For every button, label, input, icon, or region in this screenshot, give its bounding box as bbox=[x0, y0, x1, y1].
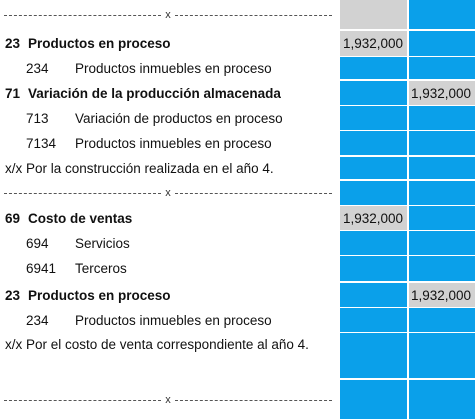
subaccount-name: Productos inmuebles en proceso bbox=[75, 60, 272, 76]
debit-cell bbox=[340, 157, 407, 179]
dash-left bbox=[4, 399, 162, 401]
journal-row: 23 Productos en proceso 1,932,000 bbox=[0, 31, 475, 56]
debit-cell bbox=[340, 333, 407, 378]
debit-cell bbox=[340, 181, 407, 205]
account-name: Productos en proceso bbox=[28, 287, 171, 303]
credit-cell bbox=[409, 57, 475, 79]
debit-cell bbox=[340, 0, 407, 29]
credit-cell bbox=[409, 308, 475, 332]
credit-cell bbox=[409, 106, 475, 130]
separator-line: x bbox=[0, 0, 338, 29]
account-line: 23 Productos en proceso bbox=[0, 31, 338, 56]
credit-cell bbox=[409, 31, 475, 56]
journal-row: 69 Costo de ventas 1,932,000 bbox=[0, 206, 475, 230]
account-name: Variación de la producción almacenada bbox=[28, 85, 281, 101]
dash-right bbox=[174, 399, 332, 401]
account-code: 71 bbox=[5, 85, 21, 101]
separator-mark: x bbox=[165, 393, 171, 406]
credit-cell bbox=[409, 380, 475, 419]
account-name: Costo de ventas bbox=[28, 210, 133, 226]
credit-cell: 1,932,000 bbox=[409, 283, 475, 307]
journal-row: x/x Por la construcción realizada en el … bbox=[0, 157, 475, 179]
debit-cell bbox=[340, 57, 407, 79]
credit-cell bbox=[409, 333, 475, 378]
debit-cell: 1,932,000 bbox=[340, 31, 407, 56]
dash-right bbox=[174, 193, 332, 194]
subaccount-line: 7134 Productos inmuebles en proceso bbox=[0, 131, 338, 155]
dash-right bbox=[174, 14, 332, 16]
credit-cell bbox=[409, 181, 475, 205]
journal-row: 71 Variación de la producción almacenada 1… bbox=[0, 81, 475, 105]
separator: x bbox=[4, 9, 332, 21]
separator: x bbox=[4, 187, 332, 199]
journal-row: 23 Productos en proceso 1,932,000 bbox=[0, 283, 475, 307]
account-line: 71 Variación de la producción almacenada bbox=[0, 81, 338, 105]
credit-cell bbox=[409, 206, 475, 230]
entry-description: x/x Por la construcción realizada en el … bbox=[0, 157, 338, 179]
subaccount-code: 6941 bbox=[26, 261, 57, 276]
journal-row: 7134 Productos inmuebles en proceso bbox=[0, 131, 475, 155]
journal-row: x bbox=[0, 380, 475, 419]
journal-row: 234 Productos inmuebles en proceso bbox=[0, 308, 475, 332]
subaccount-code: 234 bbox=[26, 60, 49, 76]
account-name: Productos en proceso bbox=[28, 36, 171, 51]
debit-cell bbox=[340, 256, 407, 281]
credit-cell bbox=[409, 0, 475, 29]
journal-row: 234 Productos inmuebles en proceso bbox=[0, 57, 475, 79]
debit-cell bbox=[340, 231, 407, 255]
subaccount-line: 6941 Terceros bbox=[0, 256, 338, 281]
journal-row: x bbox=[0, 0, 475, 29]
credit-cell: 1,932,000 bbox=[409, 81, 475, 105]
subaccount-name: Productos inmuebles en proceso bbox=[75, 312, 272, 328]
account-code: 69 bbox=[5, 210, 21, 226]
separator-line: x bbox=[0, 181, 338, 205]
credit-cell bbox=[409, 256, 475, 281]
subaccount-code: 694 bbox=[26, 235, 49, 251]
subaccount-line: 694 Servicios bbox=[0, 231, 338, 255]
debit-cell bbox=[340, 380, 407, 419]
credit-cell bbox=[409, 131, 475, 155]
subaccount-line: 234 Productos inmuebles en proceso bbox=[0, 308, 338, 332]
account-line: 69 Costo de ventas bbox=[0, 206, 338, 230]
debit-cell: 1,932,000 bbox=[340, 206, 407, 230]
journal-row: x/x Por el costo de venta correspondient… bbox=[0, 333, 475, 378]
debit-cell bbox=[340, 308, 407, 332]
separator-mark: x bbox=[165, 187, 171, 199]
dash-left bbox=[4, 193, 162, 194]
journal-row: x bbox=[0, 181, 475, 205]
description-text: x/x Por el costo de venta correspondient… bbox=[5, 337, 309, 352]
description-text: x/x Por la construcción realizada en el … bbox=[5, 160, 274, 176]
journal-row: 6941 Terceros bbox=[0, 256, 475, 281]
dash-left bbox=[4, 14, 162, 16]
debit-cell bbox=[340, 283, 407, 307]
separator-line: x bbox=[0, 380, 338, 419]
account-code: 23 bbox=[5, 287, 21, 303]
debit-cell bbox=[340, 81, 407, 105]
debit-cell bbox=[340, 131, 407, 155]
credit-cell bbox=[409, 231, 475, 255]
account-line: 23 Productos en proceso bbox=[0, 283, 338, 307]
subaccount-name: Productos inmuebles en proceso bbox=[75, 135, 272, 151]
journal-row: 694 Servicios bbox=[0, 231, 475, 255]
account-code: 23 bbox=[5, 36, 21, 51]
credit-cell bbox=[409, 157, 475, 179]
entry-description: x/x Por el costo de venta correspondient… bbox=[0, 333, 338, 378]
separator-mark: x bbox=[165, 8, 171, 21]
subaccount-code: 7134 bbox=[26, 135, 57, 151]
separator: x bbox=[4, 394, 332, 406]
subaccount-line: 234 Productos inmuebles en proceso bbox=[0, 57, 338, 79]
journal-row: 713 Variación de productos en proceso bbox=[0, 106, 475, 130]
subaccount-name: Variación de productos en proceso bbox=[75, 110, 283, 126]
subaccount-name: Servicios bbox=[75, 235, 130, 251]
subaccount-code: 713 bbox=[26, 110, 49, 126]
debit-cell bbox=[340, 106, 407, 130]
subaccount-code: 234 bbox=[26, 312, 49, 328]
subaccount-line: 713 Variación de productos en proceso bbox=[0, 106, 338, 130]
subaccount-name: Terceros bbox=[75, 261, 127, 276]
